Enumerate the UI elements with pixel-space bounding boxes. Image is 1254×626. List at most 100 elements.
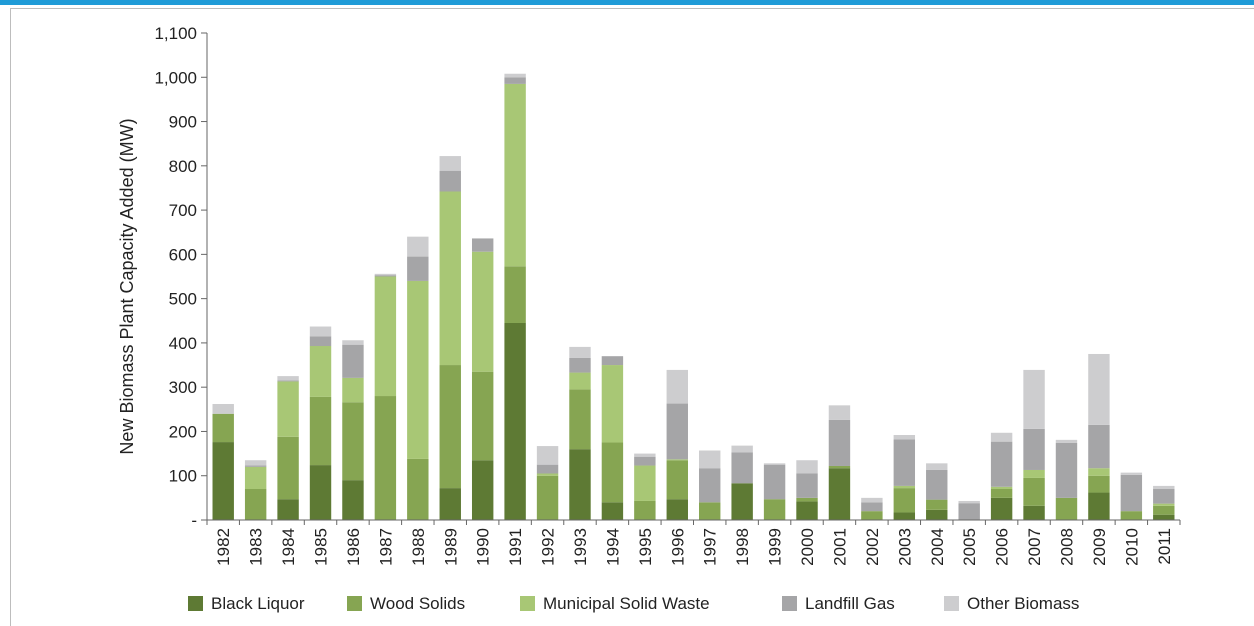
bar-1987-series-1 [374, 396, 397, 520]
bar-1997-series-4 [699, 450, 721, 469]
bar-2000-series-0 [796, 501, 818, 520]
top-accent-line [0, 0, 1254, 5]
x-tick-label-2006: 2006 [993, 528, 1012, 566]
x-tick-label-1997: 1997 [701, 528, 720, 566]
bar-1991-series-0 [504, 322, 526, 520]
bar-2010-series-1 [1120, 511, 1143, 520]
bar-2008-series-4 [1055, 439, 1078, 443]
bar-1985-series-2 [309, 346, 332, 397]
y-tick-label-11: 1,100 [154, 24, 197, 43]
bar-1992-series-1 [536, 475, 559, 520]
bar-2009-series-3 [1088, 424, 1110, 469]
bar-1984-series-0 [277, 499, 299, 520]
bar-1985-series-4 [309, 326, 332, 337]
bar-1993-series-3 [569, 357, 591, 373]
bar-1991-series-1 [504, 266, 526, 323]
x-tick-label-1987: 1987 [376, 528, 395, 566]
bar-1984-series-4 [277, 376, 299, 381]
legend-label-0: Black Liquor [211, 594, 305, 613]
bar-2000-series-3 [796, 473, 818, 498]
legend-swatch-3 [782, 596, 797, 611]
bar-1985-series-0 [309, 465, 332, 520]
y-tick-label-2: 200 [169, 422, 197, 441]
bar-2006-series-1 [990, 489, 1013, 498]
bar-1984-series-3 [277, 380, 299, 382]
y-tick-label-3: 300 [169, 378, 197, 397]
bar-1998-series-0 [731, 483, 753, 520]
y-tick-label-4: 400 [169, 334, 197, 353]
legend-label-4: Other Biomass [967, 594, 1079, 613]
bar-1994-series-1 [601, 442, 624, 503]
bar-1995-series-1 [634, 500, 656, 520]
bar-1983-series-3 [244, 465, 267, 467]
bar-2008-series-3 [1055, 442, 1078, 498]
bar-2007-series-3 [1023, 428, 1045, 470]
y-tick-label-1: 100 [169, 467, 197, 486]
chart-frame [10, 8, 1254, 626]
x-tick-label-2005: 2005 [960, 528, 979, 566]
legend-label-3: Landfill Gas [805, 594, 895, 613]
bar-1988-series-3 [407, 256, 429, 281]
x-tick-label-1989: 1989 [441, 528, 460, 566]
legend-swatch-1 [347, 596, 362, 611]
bar-2003-series-2 [893, 485, 916, 489]
y-ticks: - 100 200 300 400 500 600 700 800 900 1,000 1,100 [154, 24, 207, 530]
bar-2003-series-4 [893, 435, 916, 440]
bar-1984-series-2 [277, 381, 299, 437]
bar-2003-series-3 [893, 439, 916, 486]
x-tick-label-2010: 2010 [1122, 528, 1141, 566]
bar-2004-series-1 [926, 499, 948, 510]
x-tick-label-1994: 1994 [603, 528, 622, 566]
top-accent-bar [0, 0, 1254, 8]
bar-2007-series-4 [1023, 369, 1045, 429]
bar-2006-series-2 [990, 486, 1013, 490]
legend-label-1: Wood Solids [370, 594, 465, 613]
legend-swatch-4 [944, 596, 959, 611]
bar-1996-series-0 [666, 499, 688, 520]
x-ticks: 1982 1983 1984 1985 1986 1987 1988 1989 1990 1991… [206, 520, 1181, 566]
x-tick-label-1985: 1985 [312, 528, 331, 566]
bar-1990-series-1 [471, 371, 494, 461]
bar-1983-series-2 [244, 466, 267, 490]
bar-1983-series-1 [244, 489, 267, 520]
bar-2001-series-1 [828, 465, 851, 469]
bar-1994-series-3 [601, 356, 624, 366]
x-tick-label-1986: 1986 [344, 528, 363, 566]
bar-2005-series-3 [958, 503, 980, 520]
bar-1991-series-2 [504, 83, 526, 267]
bar-1995-series-4 [634, 453, 656, 457]
bar-1996-series-1 [666, 460, 688, 500]
bar-2011-series-1 [1153, 505, 1175, 515]
bar-2009-series-0 [1088, 492, 1110, 520]
bar-2011-series-2 [1153, 503, 1175, 506]
y-tick-label-6: 600 [169, 245, 197, 264]
bar-2003-series-1 [893, 488, 916, 513]
bar-1994-series-0 [601, 502, 624, 520]
y-tick-label-10: 1,000 [154, 68, 197, 87]
bars-layer [212, 73, 1175, 520]
bar-2006-series-4 [990, 432, 1013, 442]
bar-1991-series-3 [504, 77, 526, 84]
bar-1990-series-0 [471, 460, 494, 520]
bar-1997-series-3 [699, 468, 721, 503]
bar-2000-series-4 [796, 460, 818, 474]
bar-1986-series-1 [342, 402, 364, 481]
bar-1982-series-1 [212, 413, 234, 443]
x-tick-label-1991: 1991 [506, 528, 525, 566]
x-tick-label-1988: 1988 [409, 528, 428, 566]
y-tick-label-0: - [191, 511, 197, 530]
x-tick-label-1996: 1996 [668, 528, 687, 566]
bar-1999-series-4 [763, 463, 786, 465]
bar-2010-series-3 [1120, 474, 1143, 512]
bar-1989-series-3 [439, 170, 461, 192]
y-tick-label-9: 900 [169, 113, 197, 132]
bar-2002-series-4 [861, 497, 883, 503]
x-tick-label-2002: 2002 [863, 528, 882, 566]
bar-2004-series-3 [926, 469, 948, 500]
bar-1988-series-1 [407, 458, 429, 520]
bar-1983-series-4 [244, 460, 267, 466]
bar-1985-series-3 [309, 336, 332, 347]
bar-1986-series-3 [342, 344, 364, 378]
bar-2007-series-0 [1023, 505, 1045, 520]
